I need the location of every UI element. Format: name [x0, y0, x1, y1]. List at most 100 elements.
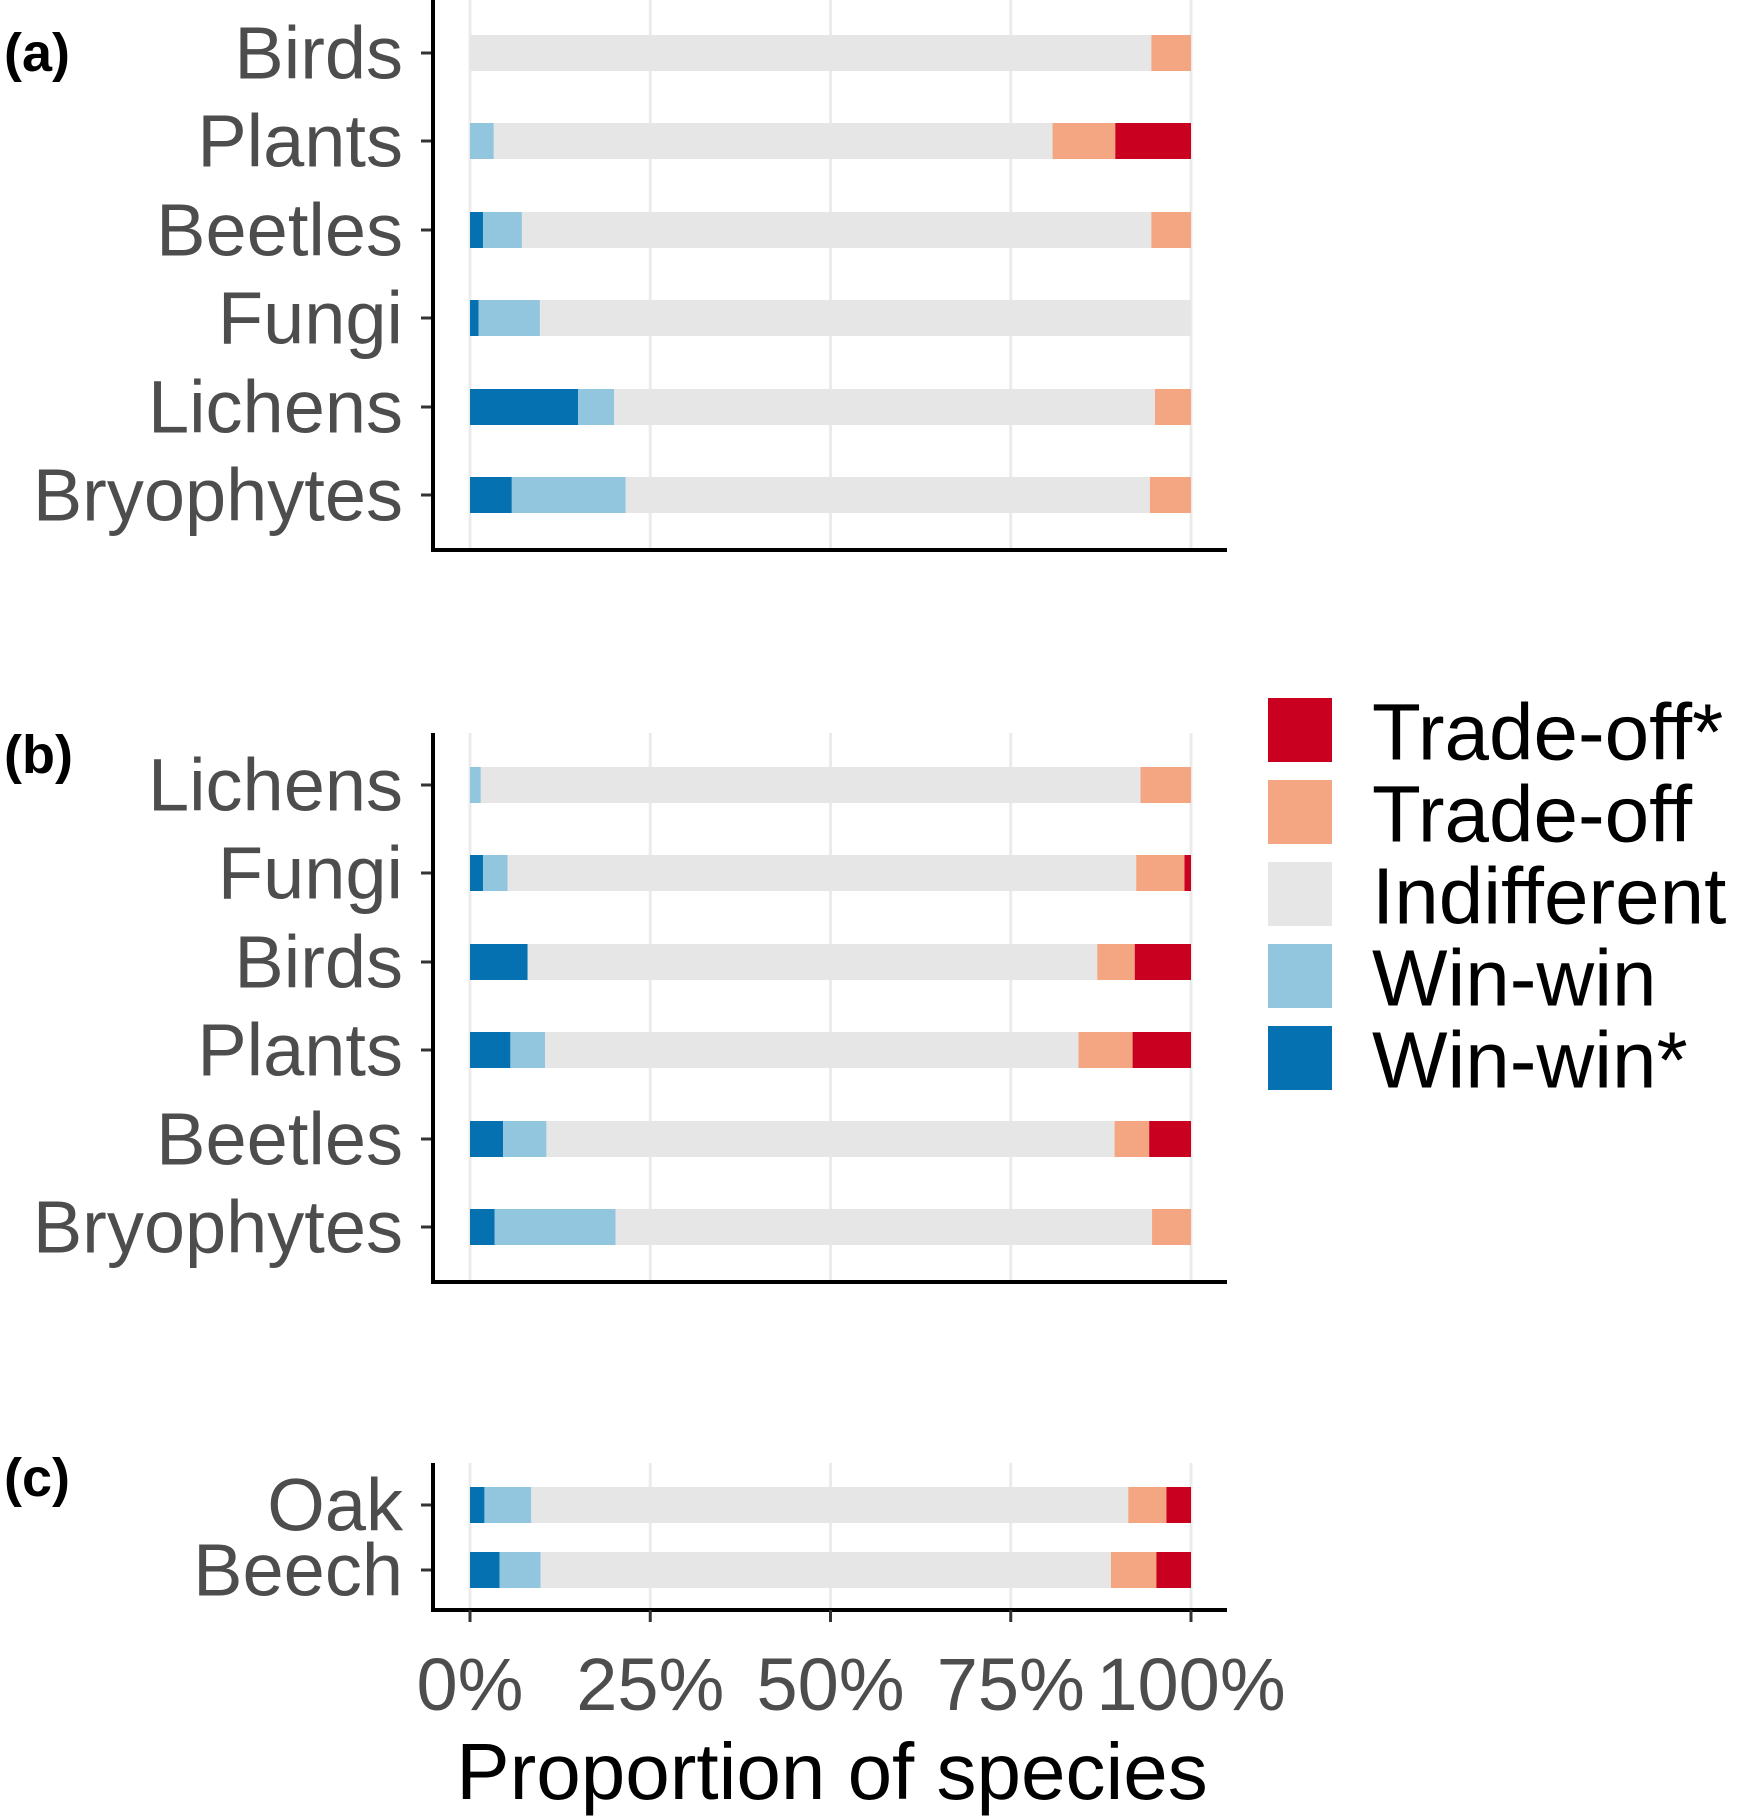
bar-segment-win-win: [470, 1487, 485, 1523]
bar-segment-win-win: [478, 300, 540, 336]
bar-segment-trade-off: [1128, 1487, 1167, 1523]
bar-segment-indifferent: [615, 1209, 1153, 1245]
legend-label: Win-win: [1372, 934, 1656, 1023]
y-tick-label: Beetles: [156, 189, 403, 272]
bar-row-oak: [470, 1487, 1191, 1523]
legend-key: [1268, 1026, 1332, 1090]
bar-segment-win-win: [510, 1032, 545, 1068]
bar-segment-indifferent: [625, 477, 1150, 513]
panel-tag: (c): [4, 1448, 70, 1508]
bar-segment-win-win: [470, 1209, 495, 1245]
legend-label: Trade-off*: [1372, 688, 1723, 777]
bar-row-lichens: [470, 767, 1191, 803]
panel-b: LichensFungiBirdsPlantsBeetlesBryophytes…: [4, 725, 1227, 1284]
y-tick-label: Oak: [267, 1464, 404, 1547]
bar-segment-trade-off: [1152, 1209, 1191, 1245]
bar-segment-win-win: [470, 855, 483, 891]
bar-segment-win-win: [503, 1121, 547, 1157]
bar-row-fungi: [470, 300, 1191, 336]
legend-item-trade-off: Trade-off: [1268, 770, 1693, 859]
bar-segment-indifferent: [539, 300, 1191, 336]
bar-segment-trade-off: [1166, 1487, 1191, 1523]
legend-item-trade-off: Trade-off*: [1268, 688, 1723, 777]
chart-panels: BirdsPlantsBeetlesFungiLichensBryophytes…: [4, 0, 1286, 1726]
bar-segment-trade-off: [1149, 1121, 1191, 1157]
bar-segment-win-win: [470, 300, 479, 336]
bar-row-plants: [470, 1032, 1191, 1068]
bar-segment-trade-off: [1151, 212, 1191, 248]
legend-item-win-win: Win-win*: [1268, 1016, 1688, 1105]
bar-segment-indifferent: [614, 389, 1155, 425]
legend-label: Win-win*: [1372, 1016, 1688, 1105]
y-tick-label: Beech: [193, 1529, 403, 1612]
bar-segment-indifferent: [470, 35, 1152, 71]
bar-segment-trade-off: [1078, 1032, 1133, 1068]
bar-segment-win-win: [470, 123, 494, 159]
legend-label: Trade-off: [1372, 770, 1693, 859]
legend-key: [1268, 944, 1332, 1008]
bar-segment-indifferent: [546, 1121, 1115, 1157]
bar-segment-win-win: [470, 944, 528, 980]
bar-segment-trade-off: [1097, 944, 1135, 980]
bar-segment-trade-off: [1184, 855, 1191, 891]
legend-key: [1268, 862, 1332, 926]
bar-segment-trade-off: [1154, 389, 1191, 425]
panel-tag: (b): [4, 725, 73, 785]
bar-segment-indifferent: [531, 1487, 1129, 1523]
bar-row-bryophytes: [470, 1209, 1191, 1245]
bar-segment-trade-off: [1110, 1552, 1157, 1588]
x-tick-label: 25%: [576, 1643, 724, 1726]
y-tick-label: Lichens: [148, 744, 403, 827]
bar-segment-win-win: [482, 212, 522, 248]
y-tick-label: Beetles: [156, 1098, 403, 1181]
bar-segment-trade-off: [1156, 1552, 1191, 1588]
legend-key: [1268, 780, 1332, 844]
y-tick-label: Bryophytes: [33, 1186, 403, 1269]
bar-segment-indifferent: [493, 123, 1053, 159]
bar-segment-win-win: [578, 389, 615, 425]
bar-segment-win-win: [484, 1487, 532, 1523]
bar-segment-trade-off: [1136, 855, 1185, 891]
bar-segment-trade-off: [1140, 767, 1191, 803]
bar-segment-indifferent: [540, 1552, 1111, 1588]
bar-segment-trade-off: [1132, 1032, 1191, 1068]
legend-label: Indifferent: [1372, 852, 1726, 941]
bar-row-fungi: [470, 855, 1191, 891]
x-axis-label: Proportion of species: [456, 1727, 1208, 1816]
x-tick-label: 75%: [937, 1643, 1085, 1726]
bar-row-bryophytes: [470, 477, 1191, 513]
bar-segment-win-win: [482, 855, 508, 891]
x-tick-label: 100%: [1096, 1643, 1285, 1726]
bar-row-beech: [470, 1552, 1191, 1588]
x-axis-text: Proportion of species: [456, 1727, 1208, 1816]
bar-row-beetles: [470, 1121, 1191, 1157]
bar-segment-trade-off: [1052, 123, 1116, 159]
bar-segment-win-win: [511, 477, 626, 513]
bar-segment-trade-off: [1114, 1121, 1150, 1157]
bar-segment-win-win: [470, 767, 481, 803]
bar-segment-win-win: [494, 1209, 616, 1245]
legend-key: [1268, 698, 1332, 762]
y-tick-label: Fungi: [218, 832, 403, 915]
bar-segment-trade-off: [1149, 477, 1191, 513]
bar-segment-trade-off: [1115, 123, 1191, 159]
bar-segment-win-win: [470, 477, 512, 513]
y-tick-label: Bryophytes: [33, 454, 403, 537]
bar-segment-indifferent: [527, 944, 1098, 980]
y-tick-label: Plants: [197, 1009, 403, 1092]
bar-segment-win-win: [470, 212, 483, 248]
bar-segment-indifferent: [507, 855, 1137, 891]
y-tick-label: Birds: [234, 921, 403, 1004]
x-tick-label: 50%: [756, 1643, 904, 1726]
bar-segment-win-win: [499, 1552, 541, 1588]
bar-row-lichens: [470, 389, 1191, 425]
bar-segment-win-win: [470, 1552, 500, 1588]
y-tick-label: Fungi: [218, 277, 403, 360]
bar-segment-win-win: [470, 1121, 504, 1157]
y-tick-label: Plants: [197, 100, 403, 183]
x-tick-label: 0%: [417, 1643, 524, 1726]
bar-segment-win-win: [470, 389, 579, 425]
bar-segment-indifferent: [521, 212, 1152, 248]
panel-a: BirdsPlantsBeetlesFungiLichensBryophytes…: [4, 0, 1227, 552]
